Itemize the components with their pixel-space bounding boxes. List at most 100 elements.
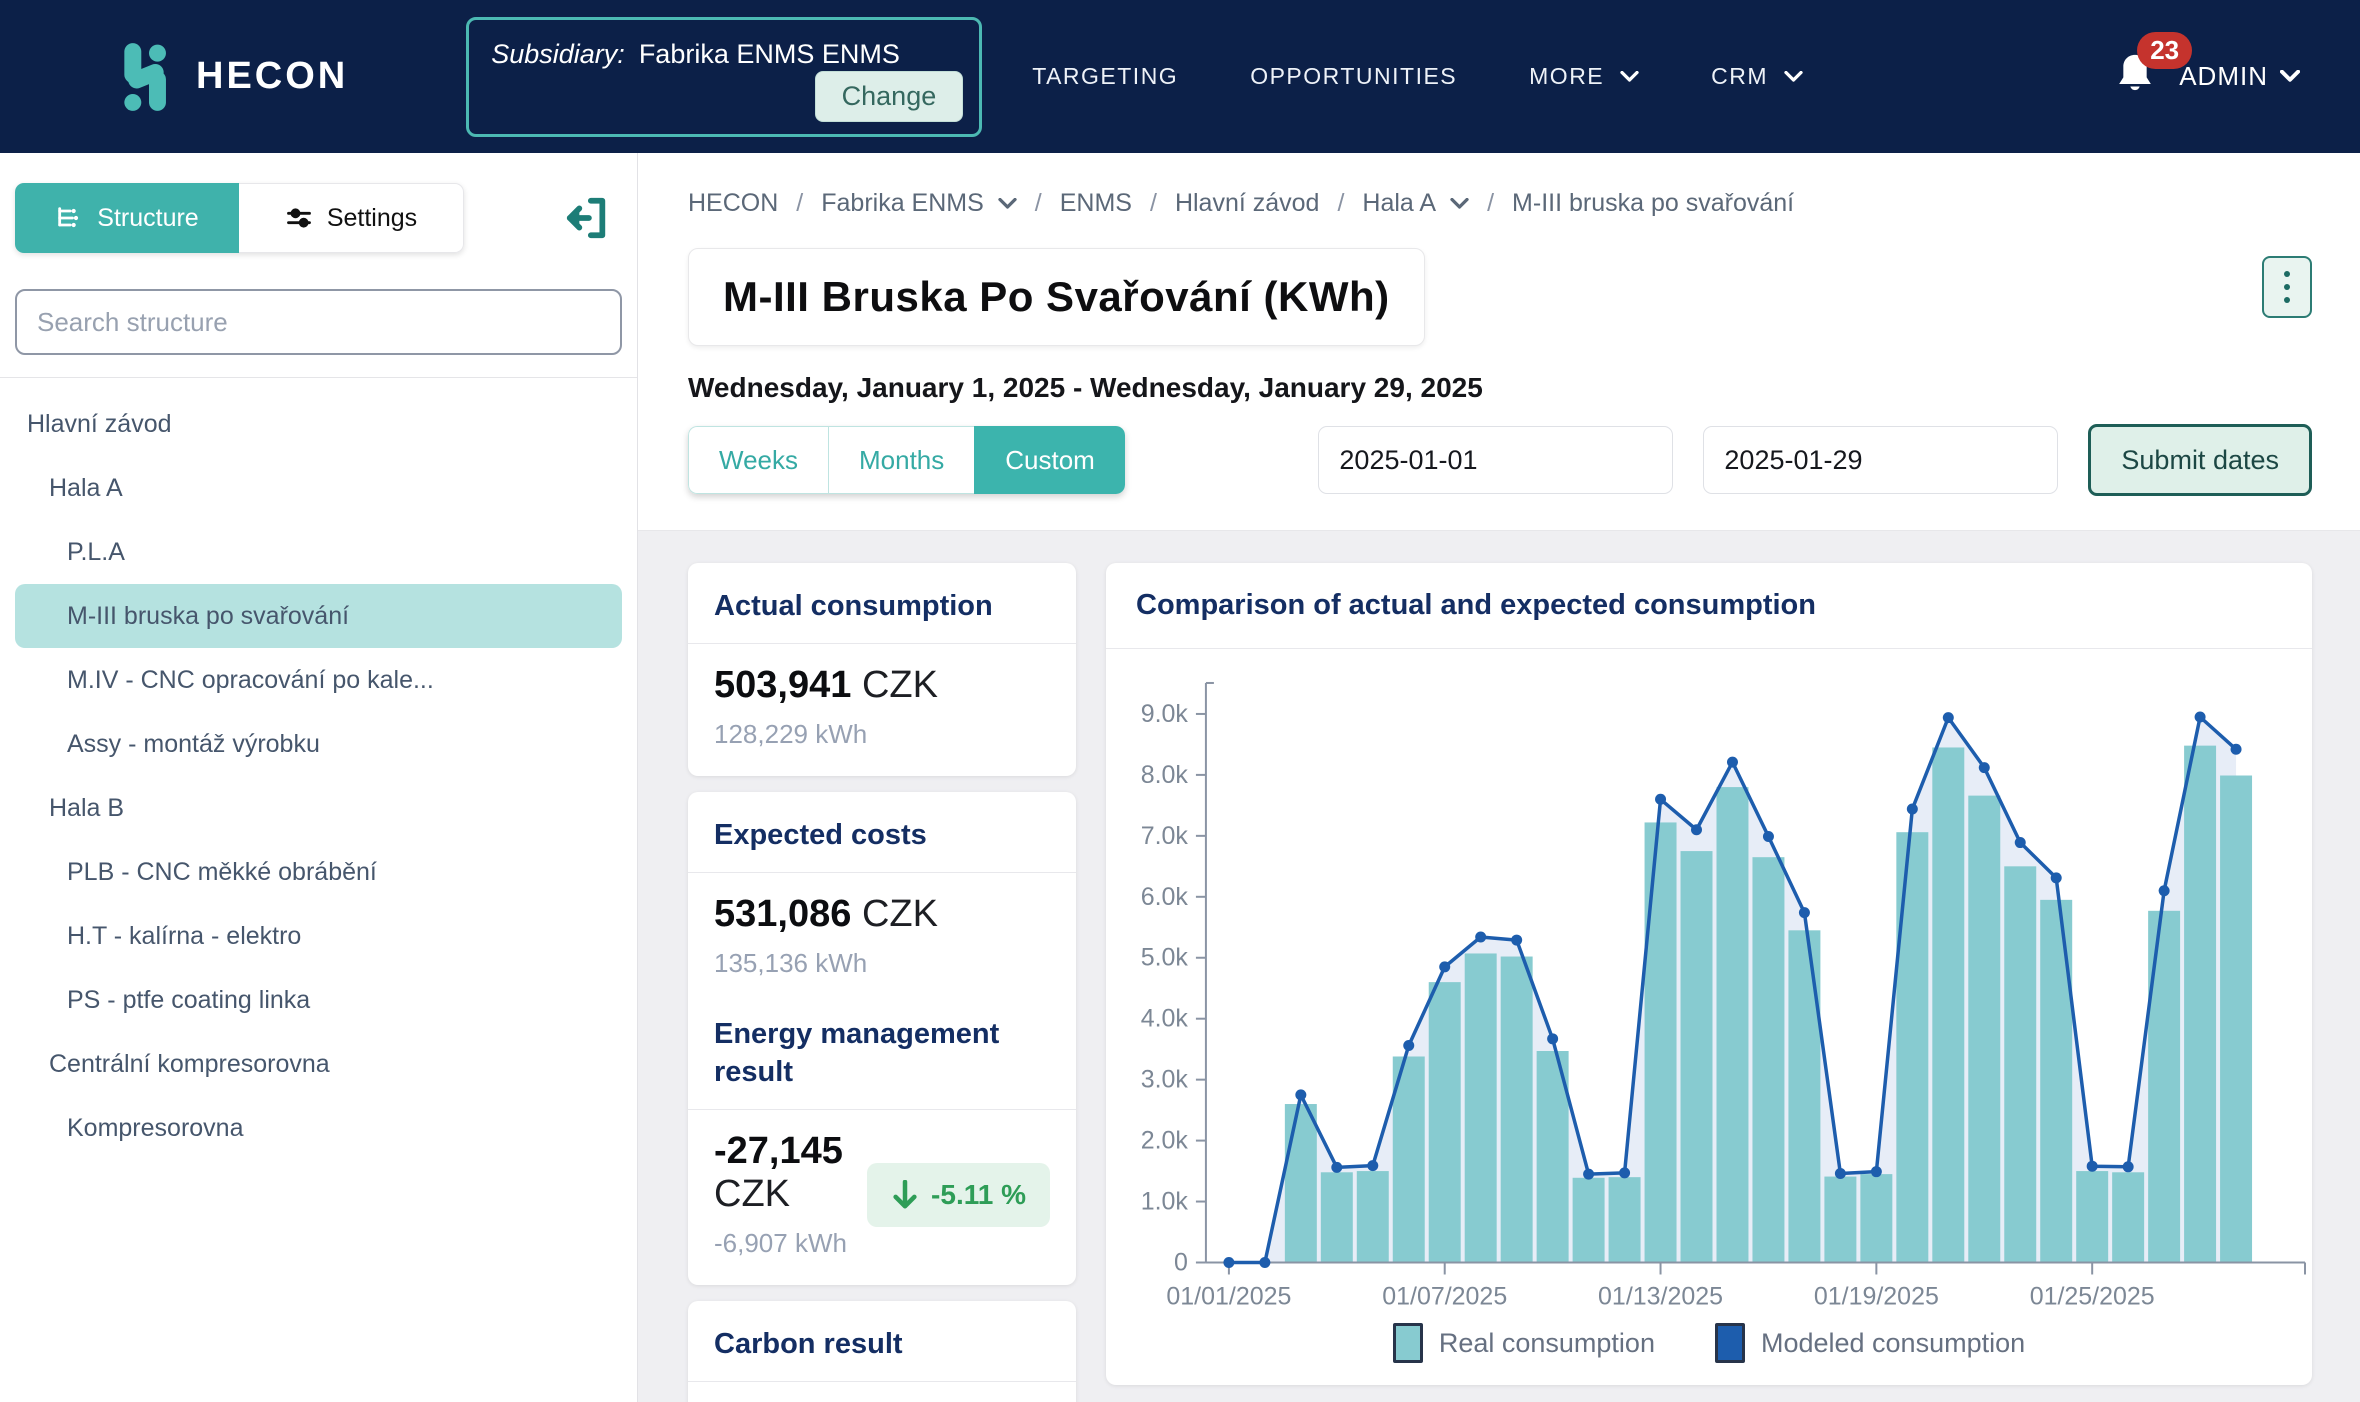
tab-settings[interactable]: Settings [239, 183, 464, 253]
structure-tree: Hlavní závodHala AP.L.AM-III bruska po s… [15, 392, 622, 1160]
page-title: M-III Bruska Po Svařování (KWh) [723, 273, 1390, 321]
carbon-result-card: Carbon result 47,445 kg 50,000 kg [688, 1301, 1076, 1402]
svg-text:7.0k: 7.0k [1141, 822, 1189, 850]
svg-text:01/13/2025: 01/13/2025 [1598, 1282, 1723, 1310]
tab-structure-label: Structure [97, 204, 198, 233]
tree-item[interactable]: Hala A [15, 456, 622, 520]
tree-item[interactable]: M-III bruska po svařování [15, 584, 622, 648]
chart-plot-area: 01.0k2.0k3.0k4.0k5.0k6.0k7.0k8.0k9.0k01/… [1106, 649, 2312, 1317]
sidebar-divider [0, 377, 637, 378]
date-to-input[interactable] [1703, 426, 2058, 494]
sliders-icon [285, 204, 313, 232]
svg-text:01/25/2025: 01/25/2025 [2030, 1282, 2155, 1310]
legend-swatch [1715, 1323, 1745, 1363]
nav-item-crm[interactable]: CRM [1711, 63, 1803, 90]
svg-text:8.0k: 8.0k [1141, 761, 1189, 789]
chevron-down-icon[interactable] [1620, 71, 1639, 83]
user-menu[interactable]: ADMIN [2179, 61, 2300, 92]
breadcrumb-separator: / [1150, 189, 1157, 218]
brand-name: HECON [196, 55, 348, 98]
tree-item[interactable]: Hlavní závod [15, 392, 622, 456]
chart-legend: Real consumption Modeled consumption [1106, 1317, 2312, 1385]
title-card: M-III Bruska Po Svařování (KWh) [688, 248, 1425, 346]
subsidiary-box: Subsidiary: Fabrika ENMS ENMS Change [466, 17, 982, 137]
subsidiary-label: Subsidiary: [491, 39, 625, 69]
chevron-down-icon[interactable] [998, 198, 1017, 210]
notification-count-badge: 23 [2137, 32, 2192, 69]
tree-item[interactable]: H.T - kalírna - elektro [15, 904, 622, 968]
svg-text:2.0k: 2.0k [1141, 1127, 1189, 1155]
hecon-logo-icon [118, 40, 180, 114]
nav-item-opportunities[interactable]: OPPORTUNITIES [1250, 63, 1457, 90]
breadcrumb-item[interactable]: Hala A [1362, 189, 1469, 218]
breadcrumb-separator: / [796, 189, 803, 218]
tree-item[interactable]: M.IV - CNC opracování po kale... [15, 648, 622, 712]
svg-text:01/01/2025: 01/01/2025 [1166, 1282, 1291, 1310]
tree-item[interactable]: Assy - montáž výrobku [15, 712, 622, 776]
range-button-custom[interactable]: Custom [974, 426, 1125, 494]
collapse-sidebar-icon [564, 195, 610, 241]
notifications-button[interactable]: 23 [2115, 52, 2155, 101]
svg-text:1.0k: 1.0k [1141, 1188, 1189, 1216]
breadcrumb-item[interactable]: M-III bruska po svařování [1512, 189, 1794, 218]
expected-energy-card: Expected costs 531,086 CZK 135,136 kWh E… [688, 792, 1076, 1285]
svg-text:01/07/2025: 01/07/2025 [1382, 1282, 1507, 1310]
energy-result-unit: CZK [714, 1173, 847, 1216]
energy-result-value: -27,145 [714, 1130, 847, 1173]
tree-item[interactable]: Kompresorovna [15, 1096, 622, 1160]
page-header-section: HECON / Fabrika ENMS / ENMS / Hlavní závod / Hal… [638, 153, 2360, 531]
search-structure-input[interactable] [15, 289, 622, 355]
subsidiary-value: Fabrika ENMS ENMS [639, 39, 900, 69]
breadcrumb-item[interactable]: Fabrika ENMS [821, 189, 1017, 218]
carbon-result-header: Carbon result [714, 1325, 1050, 1363]
chevron-down-icon [2280, 70, 2300, 83]
consumption-chart-card: Comparison of actual and expected consum… [1106, 563, 2312, 1385]
chevron-down-icon[interactable] [1784, 71, 1803, 83]
main-nav: TARGETING OPPORTUNITIES MORE CRM [1032, 63, 1803, 90]
stats-column: Actual consumption 503,941 CZK 128,229 k… [688, 563, 1076, 1402]
expected-costs-value: 531,086 CZK [714, 893, 1050, 936]
date-from-input[interactable] [1318, 426, 1673, 494]
submit-dates-button[interactable]: Submit dates [2088, 424, 2312, 496]
actual-consumption-sub: 128,229 kWh [714, 719, 1050, 750]
svg-text:9.0k: 9.0k [1141, 700, 1189, 728]
page-options-button[interactable] [2262, 256, 2312, 318]
tab-settings-label: Settings [327, 204, 417, 233]
breadcrumb-separator: / [1035, 189, 1042, 218]
nav-item-targeting[interactable]: TARGETING [1032, 63, 1178, 90]
breadcrumb-item[interactable]: Hlavní závod [1175, 189, 1320, 218]
breadcrumb-item[interactable]: HECON [688, 189, 778, 218]
legend-item-modeled-consumption[interactable]: Modeled consumption [1715, 1323, 2025, 1363]
expected-costs-header: Expected costs [714, 816, 1050, 854]
breadcrumb-separator: / [1487, 189, 1494, 218]
svg-text:3.0k: 3.0k [1141, 1066, 1189, 1094]
hecon-logo[interactable]: HECON [118, 40, 348, 114]
range-button-months[interactable]: Months [828, 426, 974, 494]
actual-consumption-card: Actual consumption 503,941 CZK 128,229 k… [688, 563, 1076, 776]
range-button-weeks[interactable]: Weeks [688, 426, 828, 494]
arrow-down-icon [891, 1180, 919, 1210]
user-name: ADMIN [2179, 61, 2268, 92]
tree-structure-icon [55, 204, 83, 232]
change-subsidiary-button[interactable]: Change [815, 71, 964, 122]
tree-item[interactable]: PS - ptfe coating linka [15, 968, 622, 1032]
collapse-sidebar-button[interactable] [564, 195, 610, 241]
tree-item[interactable]: P.L.A [15, 520, 622, 584]
tab-structure[interactable]: Structure [15, 183, 239, 253]
date-range-label: Wednesday, January 1, 2025 - Wednesday, … [688, 372, 2312, 404]
breadcrumb-item[interactable]: ENMS [1060, 189, 1132, 218]
tree-item[interactable]: Centrální kompresorovna [15, 1032, 622, 1096]
breadcrumb: HECON / Fabrika ENMS / ENMS / Hlavní závod / Hal… [688, 189, 2312, 218]
energy-result-badge: -5.11 % [867, 1163, 1050, 1227]
legend-item-real-consumption[interactable]: Real consumption [1393, 1323, 1655, 1363]
svg-text:01/19/2025: 01/19/2025 [1814, 1282, 1939, 1310]
sidebar-tabs: Structure Settings [15, 183, 464, 253]
navbar-right: 23 ADMIN [2115, 52, 2300, 101]
chevron-down-icon[interactable] [1450, 198, 1469, 210]
expected-costs-sub: 135,136 kWh [714, 948, 1050, 979]
breadcrumb-separator: / [1337, 189, 1344, 218]
nav-item-more[interactable]: MORE [1529, 63, 1639, 90]
tree-item[interactable]: Hala B [15, 776, 622, 840]
actual-consumption-header: Actual consumption [714, 587, 1050, 625]
tree-item[interactable]: PLB - CNC měkké obrábění [15, 840, 622, 904]
